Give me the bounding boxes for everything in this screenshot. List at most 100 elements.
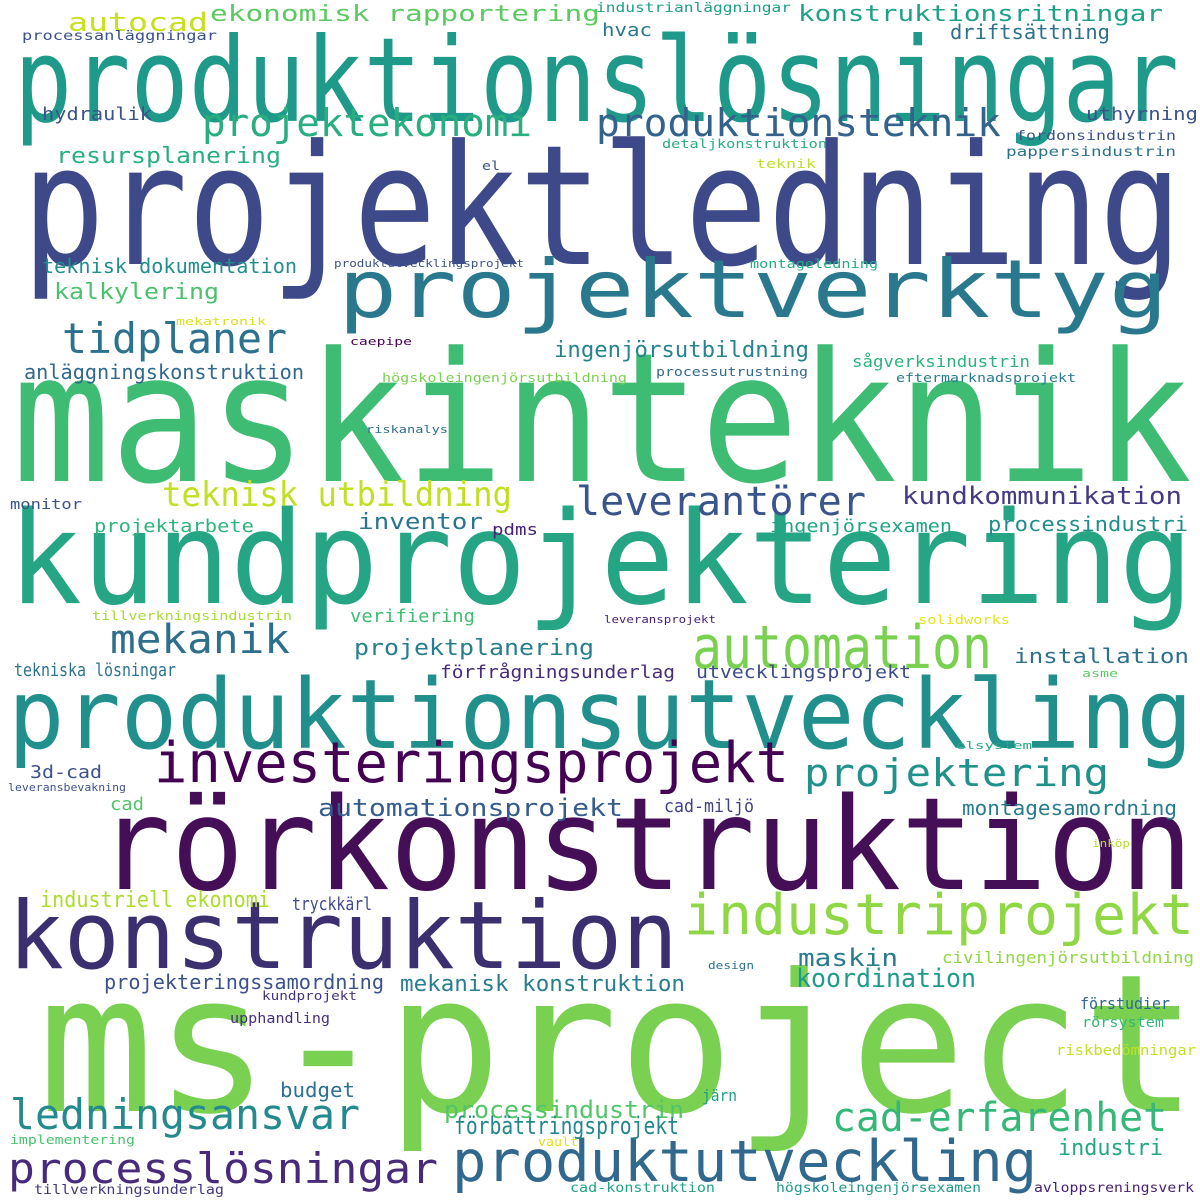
word: leveransprojekt bbox=[604, 613, 717, 626]
word: maskin bbox=[798, 944, 899, 972]
word: tekniska lösningar bbox=[14, 660, 176, 681]
word: industrianläggningar bbox=[596, 1, 791, 16]
word: driftsättning bbox=[950, 20, 1111, 44]
word: maskinteknik bbox=[12, 315, 1193, 524]
word: resursplanering bbox=[56, 144, 281, 169]
word: koordination bbox=[796, 964, 976, 994]
word: monitor bbox=[10, 497, 82, 513]
word: industriell ekonomi bbox=[40, 888, 271, 913]
word: förfrågningsunderlag bbox=[440, 662, 676, 683]
word: riskanalys bbox=[366, 423, 448, 436]
word: järn bbox=[702, 1086, 738, 1105]
word: kundkommunikation bbox=[902, 482, 1183, 510]
word: montagesamordning bbox=[962, 796, 1177, 820]
word: mekatronik bbox=[176, 315, 266, 328]
word: solidworks bbox=[918, 613, 1011, 627]
word: teknik bbox=[756, 157, 817, 171]
word: inköp bbox=[1092, 837, 1131, 850]
word: projektekonomi bbox=[202, 101, 533, 145]
word: högskoleingenjörsexamen bbox=[776, 1181, 982, 1196]
word: produktutvecklingsprojekt bbox=[334, 257, 525, 270]
word: autocad bbox=[68, 8, 208, 38]
word: automation bbox=[692, 613, 993, 683]
word: anläggningskonstruktion bbox=[24, 360, 304, 384]
word: processindustri bbox=[988, 512, 1189, 536]
word: industriprojekt bbox=[684, 883, 1194, 948]
word: cad-erfarenhet bbox=[832, 1095, 1167, 1141]
word: civilingenjörsutbildning bbox=[942, 948, 1194, 967]
word: rörkonstruktion bbox=[98, 771, 1194, 920]
word: projektplanering bbox=[354, 636, 595, 661]
word: teknisk utbildning bbox=[162, 475, 513, 515]
word: elsystem bbox=[956, 739, 1033, 752]
word: konstruktionsritningar bbox=[798, 2, 1163, 27]
word: processanläggningar bbox=[22, 29, 218, 44]
word: asme bbox=[1082, 667, 1119, 680]
word: projektarbete bbox=[94, 516, 254, 537]
word: tillverkningsindustrin bbox=[92, 609, 292, 623]
word: avloppsreningsverk bbox=[1034, 1181, 1194, 1196]
word: projektering bbox=[804, 751, 1109, 795]
word: teknisk dokumentation bbox=[42, 254, 297, 278]
word: förstudier bbox=[1080, 994, 1170, 1013]
word: processlösningar bbox=[8, 1144, 438, 1193]
word: sågverksindustrin bbox=[852, 352, 1030, 371]
word: kundprojekt bbox=[262, 989, 357, 1003]
word: 3d-cad bbox=[30, 762, 103, 783]
word: fordonsindustrin bbox=[1016, 129, 1176, 144]
word: hydraulik bbox=[42, 104, 153, 125]
word: ingenjörsexamen bbox=[770, 516, 953, 537]
word: kundprojektering bbox=[8, 485, 1194, 634]
word: ingenjörsutbildning bbox=[554, 338, 809, 363]
word: el bbox=[482, 159, 500, 173]
word: montageledning bbox=[750, 257, 879, 271]
word: rörsystem bbox=[1082, 1015, 1164, 1031]
word: ledningsansvar bbox=[10, 1090, 361, 1139]
word: pdms bbox=[492, 520, 538, 539]
word: installation bbox=[1014, 644, 1190, 668]
word: projektverktyg bbox=[338, 243, 1168, 336]
word: projekteringssamordning bbox=[104, 970, 384, 994]
word: produktionslösningar bbox=[14, 12, 1179, 149]
word: processindustrin bbox=[444, 1096, 684, 1124]
word: produktionsteknik bbox=[596, 101, 1002, 145]
word: riskbedömningar bbox=[1056, 1043, 1197, 1059]
word: automationsprojekt bbox=[318, 794, 624, 822]
word: industri bbox=[1058, 1136, 1164, 1161]
word: kalkylering bbox=[54, 280, 219, 305]
word: mekanik bbox=[110, 617, 291, 663]
word: design bbox=[708, 959, 754, 972]
word: ms-project bbox=[38, 934, 1198, 1157]
word: processutrustning bbox=[656, 365, 808, 379]
word: detaljkonstruktion bbox=[662, 137, 828, 151]
word: ekonomisk rapportering bbox=[210, 2, 600, 27]
word: projektledning bbox=[22, 110, 1183, 304]
word: tillverkningsunderlag bbox=[34, 1183, 225, 1198]
word: cad-miljö bbox=[664, 796, 754, 817]
word: budget bbox=[280, 1078, 356, 1102]
word: vault bbox=[538, 1135, 579, 1149]
word: utvecklingsprojekt bbox=[696, 662, 911, 683]
word: investeringsprojekt bbox=[154, 731, 790, 796]
word: konstruktion bbox=[8, 882, 679, 991]
word: mekanisk konstruktion bbox=[400, 972, 685, 997]
word: leveransbevakning bbox=[8, 781, 126, 794]
word: pappersindustrin bbox=[1006, 145, 1177, 160]
word: leverantörer bbox=[576, 479, 866, 525]
word: implementering bbox=[10, 1133, 135, 1147]
word: tryckkärl bbox=[292, 894, 372, 915]
word: förbättringsprojekt bbox=[454, 1112, 679, 1140]
word: cad-konstruktion bbox=[570, 1181, 715, 1196]
word: hvac bbox=[602, 20, 653, 41]
word: eftermarknadsprojekt bbox=[896, 371, 1077, 385]
word: inventor bbox=[358, 510, 484, 535]
word: caepipe bbox=[350, 335, 413, 348]
word: tidplaner bbox=[62, 314, 288, 363]
word: cad bbox=[110, 794, 145, 815]
word: uthyrning bbox=[1086, 104, 1199, 125]
word: produktutveckling bbox=[452, 1129, 1038, 1195]
word: högskoleingenjörsutbildning bbox=[382, 371, 627, 385]
word: upphandling bbox=[230, 1011, 330, 1027]
word: produktionsutveckling bbox=[8, 659, 1193, 771]
